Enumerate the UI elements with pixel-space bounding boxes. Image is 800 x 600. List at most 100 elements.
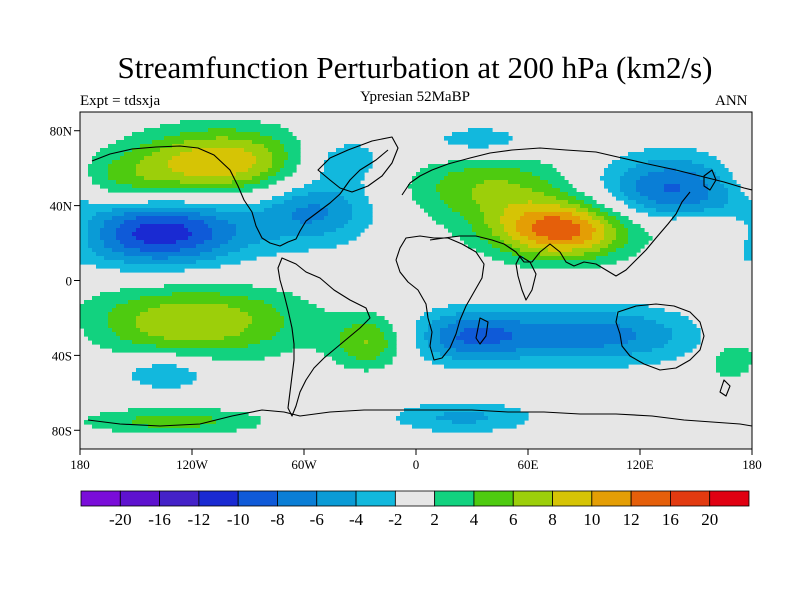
contour-cell <box>96 212 125 217</box>
contour-cell <box>532 224 581 229</box>
contour-cell <box>412 424 517 429</box>
coastline-india <box>515 255 537 301</box>
colorbar-label: 2 <box>430 510 439 529</box>
contour-cell <box>212 248 241 253</box>
contour-cell <box>664 324 697 329</box>
contour-cell <box>628 152 709 157</box>
contour-cell <box>408 184 437 189</box>
contour-cell <box>140 144 173 149</box>
contour-cell <box>80 200 89 205</box>
contour-cell <box>440 332 461 337</box>
contour-cell <box>248 244 337 249</box>
contour-cell <box>520 184 553 189</box>
contour-cell <box>180 152 253 157</box>
contour-cell <box>80 304 117 309</box>
contour-cell <box>284 148 301 153</box>
contour-cell <box>620 220 633 225</box>
contour-cell <box>272 204 309 209</box>
contour-cell <box>444 224 473 229</box>
colorbar-swatch <box>552 490 593 507</box>
contour-cell <box>248 312 281 317</box>
contour-cell <box>580 228 597 233</box>
contour-cell <box>180 132 261 137</box>
contour-cell <box>708 188 729 193</box>
contour-cell <box>428 324 449 329</box>
contour-cell <box>676 168 713 173</box>
contour-cell <box>140 224 185 229</box>
contour-cell <box>748 224 752 229</box>
contour-cell <box>340 332 385 337</box>
contour-cell <box>720 372 741 377</box>
contour-cell <box>380 352 397 357</box>
contour-cell <box>608 244 625 249</box>
contour-cell <box>444 136 513 141</box>
contour-cell <box>644 316 689 321</box>
contour-cell <box>604 180 621 185</box>
contour-cell <box>116 304 161 309</box>
contour-cell <box>516 224 533 229</box>
coastline-south-america <box>277 257 371 417</box>
contour-cell <box>532 172 561 177</box>
contour-cell <box>284 144 301 149</box>
contour-cell <box>328 152 373 157</box>
contour-cell <box>484 212 505 217</box>
contour-cell <box>88 244 105 249</box>
contour-cell <box>172 292 221 297</box>
contour-cell <box>536 232 581 237</box>
contour-cell <box>432 348 457 353</box>
coastline-japan <box>703 169 717 191</box>
contour-cell <box>472 196 557 201</box>
contour-cell <box>172 168 249 173</box>
contour-cell <box>440 192 473 197</box>
contour-cell <box>664 184 681 189</box>
contour-cell <box>136 168 173 173</box>
contour-cell <box>388 344 397 349</box>
contour-cell <box>596 256 629 261</box>
colorbar-label: 10 <box>583 510 600 529</box>
contour-cell <box>324 232 361 237</box>
contour-cell <box>320 172 365 177</box>
contour-cell <box>328 212 353 217</box>
contour-cell <box>720 180 737 185</box>
contour-cell <box>592 224 605 229</box>
contour-cell <box>452 132 509 137</box>
contour-cell <box>600 176 621 181</box>
contour-cell <box>620 324 665 329</box>
contour-cell <box>200 252 229 257</box>
contour-cell <box>364 368 369 373</box>
contour-cell <box>620 176 641 181</box>
contour-cell <box>396 416 437 421</box>
contour-cell <box>652 348 693 353</box>
contour-cell <box>464 216 485 221</box>
contour-cell <box>656 208 705 213</box>
contour-cell <box>572 212 589 217</box>
contour-cell <box>680 188 709 193</box>
contour-cell <box>588 208 601 213</box>
contour-cell <box>104 244 125 249</box>
contour-cell <box>508 204 561 209</box>
contour-cell <box>468 128 493 133</box>
contour-cell <box>440 352 633 357</box>
contour-cell <box>92 180 117 185</box>
contour-cell <box>124 252 201 257</box>
contour-cell <box>620 156 717 161</box>
contour-cell <box>744 240 752 245</box>
contour-cell <box>616 236 629 241</box>
contour-cell <box>612 160 649 165</box>
contour-cell <box>344 144 361 149</box>
coastline-north-america <box>91 145 389 247</box>
contour-cell <box>80 232 89 237</box>
contour-cell <box>100 344 157 349</box>
contour-cell <box>184 224 209 229</box>
contour-cell <box>120 224 141 229</box>
contour-cell <box>604 228 617 233</box>
contour-cell <box>180 248 213 253</box>
contour-cell <box>440 180 485 185</box>
contour-cell <box>420 204 449 209</box>
contour-cell <box>448 204 481 209</box>
contour-cell <box>284 200 349 205</box>
contour-cell <box>220 292 293 297</box>
contour-cell <box>744 244 752 249</box>
contour-cell <box>604 232 617 237</box>
contour-cell <box>604 172 625 177</box>
